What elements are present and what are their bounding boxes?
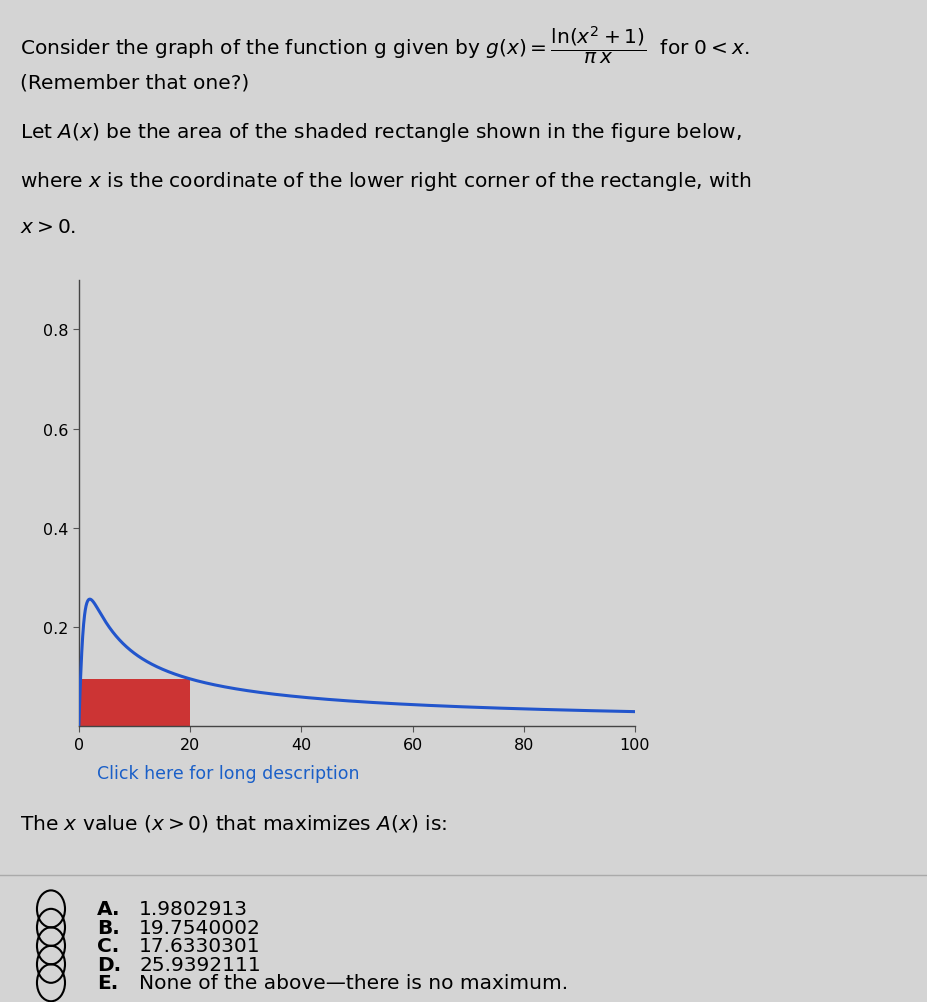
Text: C.: C. <box>97 937 120 955</box>
Bar <box>79 679 190 726</box>
Text: A.: A. <box>97 900 121 919</box>
Text: 25.9392111: 25.9392111 <box>139 955 260 974</box>
Text: B.: B. <box>97 918 121 937</box>
Text: None of the above—there is no maximum.: None of the above—there is no maximum. <box>139 973 568 992</box>
Text: $x > 0$.: $x > 0$. <box>20 217 77 236</box>
Text: 17.6330301: 17.6330301 <box>139 937 260 955</box>
Text: D.: D. <box>97 955 121 974</box>
Text: (Remember that one?): (Remember that one?) <box>20 73 249 92</box>
Text: Click here for long description: Click here for long description <box>97 765 360 783</box>
Text: 1.9802913: 1.9802913 <box>139 900 248 919</box>
Text: where $x$ is the coordinate of the lower right corner of the rectangle, with: where $x$ is the coordinate of the lower… <box>20 169 752 192</box>
Text: Let $A(x)$ be the area of the shaded rectangle shown in the figure below,: Let $A(x)$ be the area of the shaded rec… <box>20 121 743 144</box>
Text: E.: E. <box>97 973 119 992</box>
Text: 19.7540002: 19.7540002 <box>139 918 260 937</box>
Text: The $x$ value $(x > 0)$ that maximizes $A(x)$ is:: The $x$ value $(x > 0)$ that maximizes $… <box>20 813 448 834</box>
Text: Consider the graph of the function g given by $g(x) = \dfrac{\ln(x^2+1)}{\pi\, x: Consider the graph of the function g giv… <box>20 25 750 67</box>
